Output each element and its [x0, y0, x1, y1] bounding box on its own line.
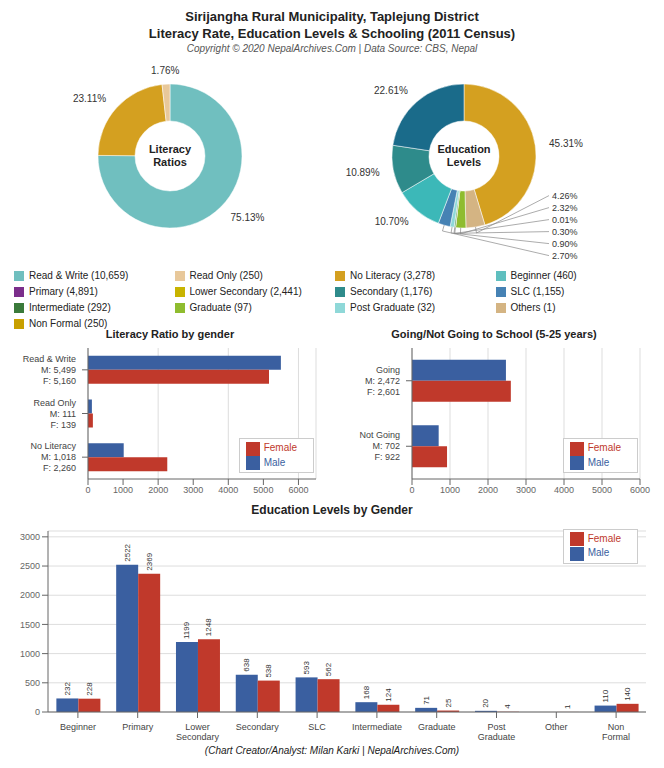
html-text:Graduate (97): Graduate (97) — [189, 302, 252, 313]
svg-text:2369: 2369 — [145, 552, 154, 570]
svg-text:Intermediate: Intermediate — [352, 722, 402, 732]
svg-text:75.13%: 75.13% — [231, 212, 265, 223]
svg-text:2000: 2000 — [148, 485, 168, 495]
svg-text:71: 71 — [422, 695, 431, 704]
svg-text:538: 538 — [264, 664, 273, 678]
svg-text:1000: 1000 — [113, 485, 133, 495]
svg-text:168: 168 — [362, 685, 371, 699]
html-text:Going/Not Going to School (5-2: Going/Not Going to School (5-25 years) — [391, 328, 597, 340]
svg-text:2000: 2000 — [20, 590, 40, 600]
svg-text:0: 0 — [409, 485, 414, 495]
svg-text:1500: 1500 — [20, 620, 40, 630]
svg-text:Read OnlyM: 111F: 139: Read OnlyM: 111F: 139 — [33, 398, 76, 430]
html-text:Sirijangha Rural Municipality,: Sirijangha Rural Municipality, Taplejung… — [185, 9, 479, 24]
html-text:Others (1): Others (1) — [510, 302, 556, 313]
svg-text:1248: 1248 — [204, 618, 213, 636]
svg-text:124: 124 — [384, 688, 393, 702]
html-text:Copyright © 2020 NepalArchives: Copyright © 2020 NepalArchives.Com | Dat… — [186, 43, 478, 54]
html-text:SLC (1,155): SLC (1,155) — [510, 286, 565, 297]
svg-text:Other: Other — [545, 722, 568, 732]
html-text:Literacy Ratios: Literacy Ratios — [148, 143, 192, 168]
svg-text:4: 4 — [503, 704, 512, 709]
svg-text:228: 228 — [85, 682, 94, 696]
svg-text:4000: 4000 — [218, 485, 238, 495]
svg-text:Graduate: Graduate — [418, 722, 456, 732]
svg-text:Read & WriteM: 5,499F: 5,160: Read & WriteM: 5,499F: 5,160 — [23, 354, 76, 386]
html-text:Male: Male — [587, 456, 610, 468]
html-text:Intermediate (292): Intermediate (292) — [29, 302, 111, 313]
html-text:Read & Write (10,659): Read & Write (10,659) — [29, 270, 129, 281]
svg-text:562: 562 — [324, 662, 333, 676]
html-text:Lower Secondary (2,441): Lower Secondary (2,441) — [189, 286, 302, 297]
svg-text:23.11%: 23.11% — [73, 93, 106, 104]
html-text:No Literacy (3,278): No Literacy (3,278) — [350, 270, 435, 281]
html-text:Education Levels: Education Levels — [437, 143, 491, 168]
svg-text:5000: 5000 — [592, 485, 612, 495]
svg-text:LowerSecondary: LowerSecondary — [176, 722, 220, 742]
svg-text:3000: 3000 — [183, 485, 203, 495]
svg-text:0.30%: 0.30% — [552, 227, 578, 237]
svg-text:2522: 2522 — [123, 543, 132, 561]
html-text:Post Graduate (32): Post Graduate (32) — [350, 302, 435, 313]
html-text:Literacy Rate, Education Level: Literacy Rate, Education Levels & School… — [148, 26, 516, 41]
html-text:(Chart Creator/Analyst: Milan: (Chart Creator/Analyst: Milan Karki | Ne… — [204, 745, 460, 756]
svg-text:0.90%: 0.90% — [552, 239, 578, 249]
html-text:Literacy Ratio by gender: Literacy Ratio by gender — [105, 328, 235, 340]
svg-text:GoingM: 2,472F: 2,601: GoingM: 2,472F: 2,601 — [365, 365, 400, 397]
html-text:Secondary (1,176): Secondary (1,176) — [350, 286, 433, 297]
svg-text:1000: 1000 — [20, 649, 40, 659]
svg-text:22.61%: 22.61% — [374, 85, 408, 96]
svg-text:Primary: Primary — [122, 722, 153, 732]
svg-text:No LiteracyM: 1,018F: 2,260: No LiteracyM: 1,018F: 2,260 — [30, 441, 76, 473]
svg-text:4000: 4000 — [554, 485, 574, 495]
html-text:Male: Male — [263, 456, 286, 468]
svg-text:1199: 1199 — [182, 621, 191, 639]
svg-text:20: 20 — [481, 698, 490, 707]
svg-text:25: 25 — [444, 698, 453, 707]
svg-text:6000: 6000 — [288, 485, 308, 495]
html-text:Female: Female — [263, 442, 297, 454]
svg-text:10.89%: 10.89% — [346, 167, 380, 178]
svg-text:10.70%: 10.70% — [375, 216, 409, 227]
svg-text:3000: 3000 — [516, 485, 536, 495]
html-text:Beginner (460): Beginner (460) — [510, 270, 577, 281]
svg-text:1000: 1000 — [440, 485, 460, 495]
html-text:Male: Male — [587, 547, 610, 559]
svg-text:232: 232 — [63, 682, 72, 696]
svg-text:500: 500 — [25, 678, 40, 688]
svg-text:Secondary: Secondary — [236, 722, 280, 732]
svg-text:45.31%: 45.31% — [549, 138, 583, 149]
svg-text:5000: 5000 — [253, 485, 273, 495]
svg-text:0: 0 — [35, 707, 40, 717]
html-text:Primary (4,891): Primary (4,891) — [29, 286, 98, 297]
svg-text:638: 638 — [242, 658, 251, 672]
svg-text:140: 140 — [623, 687, 632, 701]
svg-text:2500: 2500 — [20, 561, 40, 571]
svg-text:6000: 6000 — [630, 485, 650, 495]
svg-text:0.01%: 0.01% — [552, 215, 578, 225]
html-text:Non Formal (250): Non Formal (250) — [29, 318, 108, 329]
html-text:Read Only (250): Read Only (250) — [189, 270, 263, 281]
svg-text:593: 593 — [302, 660, 311, 674]
svg-text:0: 0 — [85, 485, 90, 495]
svg-text:2000: 2000 — [478, 485, 498, 495]
svg-text:4.26%: 4.26% — [552, 191, 578, 201]
svg-text:3000: 3000 — [20, 532, 40, 542]
svg-text:PostGraduate: PostGraduate — [478, 722, 516, 742]
svg-text:NonFormal: NonFormal — [602, 722, 630, 742]
html-text:Female: Female — [587, 442, 621, 454]
svg-text:1: 1 — [563, 704, 572, 709]
svg-text:Beginner: Beginner — [60, 722, 96, 732]
svg-text:2.70%: 2.70% — [552, 251, 578, 261]
svg-text:Not GoingM: 702F: 922: Not GoingM: 702F: 922 — [359, 430, 400, 462]
html-text:Education Levels by Gender: Education Levels by Gender — [251, 503, 413, 517]
svg-text:1.76%: 1.76% — [151, 65, 179, 76]
svg-text:2.32%: 2.32% — [552, 203, 578, 213]
svg-text:SLC: SLC — [308, 722, 326, 732]
svg-text:110: 110 — [601, 689, 610, 702]
html-text:Female: Female — [587, 533, 621, 544]
